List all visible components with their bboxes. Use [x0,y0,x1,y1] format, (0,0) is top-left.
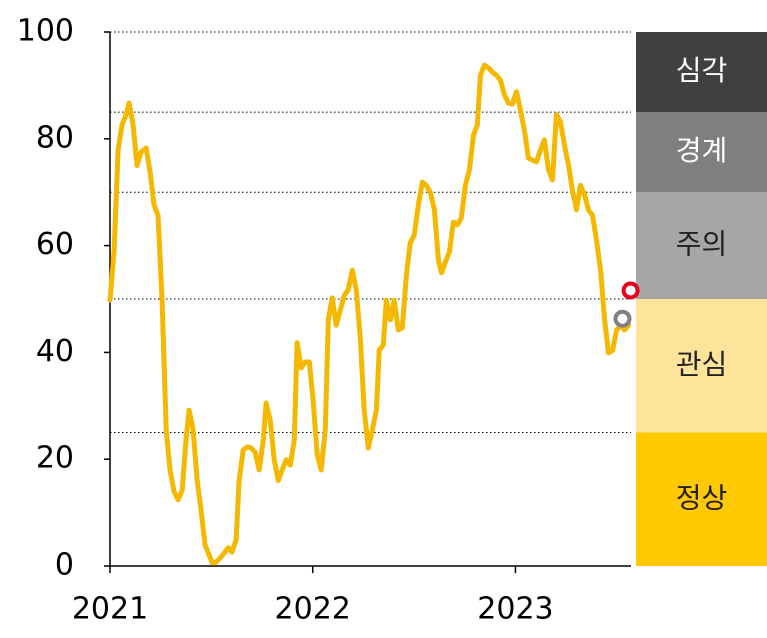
y-tick-label: 60 [36,227,74,262]
y-tick-label: 20 [36,441,74,476]
data-line [107,62,632,566]
end-point [621,281,640,300]
x-tick-label: 2023 [477,592,553,627]
end-point [613,309,632,328]
band-label: 정상 [676,481,728,514]
y-tick-label: 40 [36,334,74,369]
x-tick-label: 2021 [72,592,148,627]
x-tick-label: 2022 [275,592,351,627]
y-tick-label: 0 [55,548,74,583]
band-box [636,432,767,566]
band-label: 관심 [676,348,728,381]
band-box [636,32,767,113]
band-label: 심각 [676,54,728,87]
band-label: 경계 [676,134,728,167]
band-box [636,192,767,299]
band-box [636,299,767,433]
y-tick-label: 80 [36,120,74,155]
band-box [636,112,767,193]
y-tick-label: 100 [17,14,74,49]
band-label: 주의 [676,228,728,261]
